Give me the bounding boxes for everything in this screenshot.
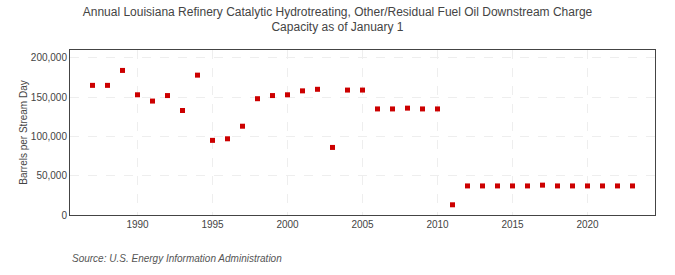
svg-text:2010: 2010: [426, 219, 449, 230]
svg-text:1995: 1995: [201, 219, 224, 230]
svg-text:Barrels per Stream Day: Barrels per Stream Day: [18, 80, 29, 184]
svg-text:200,000: 200,000: [31, 52, 68, 63]
svg-text:2005: 2005: [351, 219, 374, 230]
svg-text:Source: U.S. Energy Informatio: Source: U.S. Energy Information Administ…: [72, 253, 282, 264]
svg-text:2015: 2015: [501, 219, 524, 230]
svg-text:2020: 2020: [576, 219, 599, 230]
svg-text:150,000: 150,000: [31, 92, 68, 103]
svg-text:Annual Louisiana Refinery Cata: Annual Louisiana Refinery Catalytic Hydr…: [83, 5, 593, 35]
svg-text:2000: 2000: [276, 219, 299, 230]
svg-text:50,000: 50,000: [36, 170, 67, 181]
svg-text:0: 0: [61, 210, 67, 221]
svg-text:1990: 1990: [126, 219, 149, 230]
svg-text:100,000: 100,000: [31, 131, 68, 142]
